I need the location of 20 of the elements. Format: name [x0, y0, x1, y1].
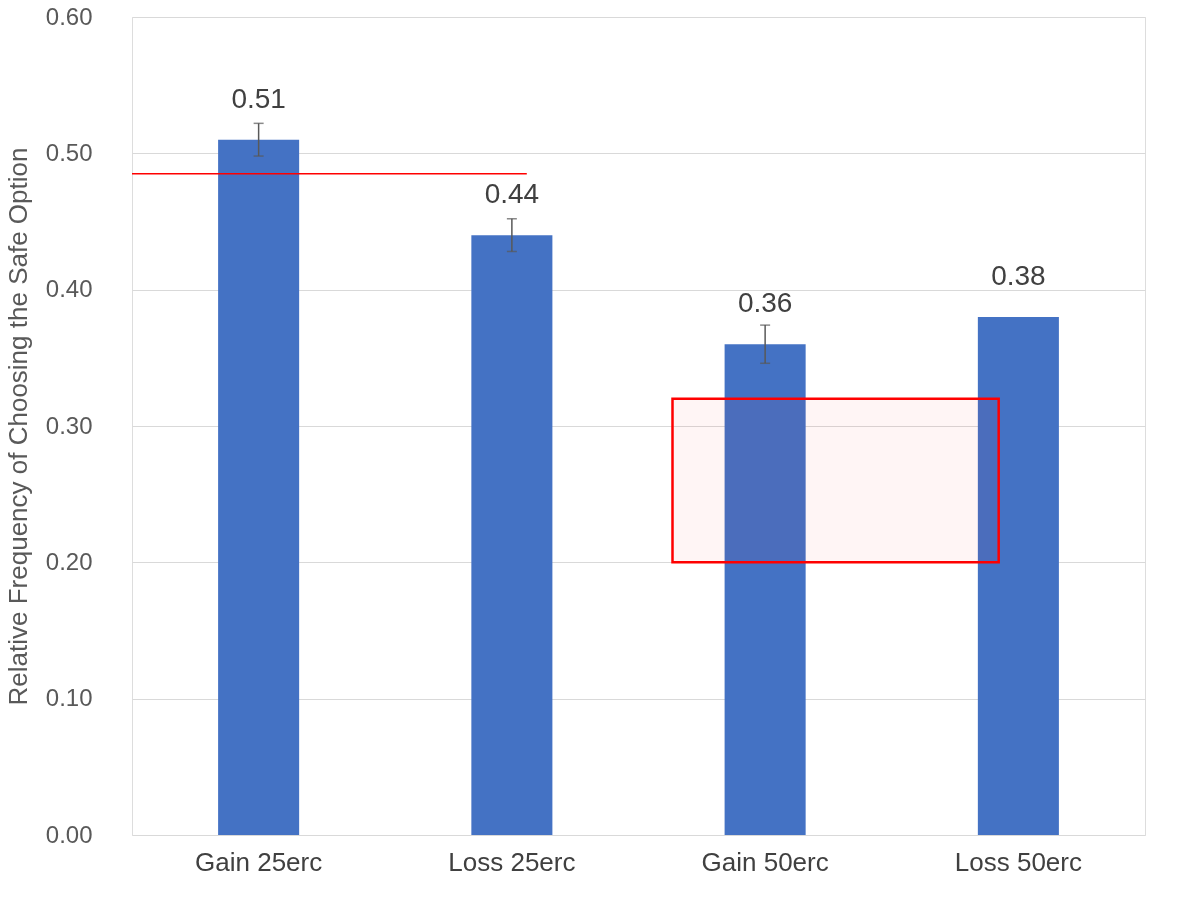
- y-tick-label: 0.00: [45, 820, 93, 848]
- y-tick-label: 0.10: [45, 684, 93, 712]
- bar: [724, 344, 806, 835]
- y-tick-label: 0.30: [45, 411, 93, 439]
- data-label: 0.44: [484, 178, 540, 210]
- y-axis-title: Relative Frequency of Choosing the Safe Option: [2, 147, 33, 706]
- y-tick-label: 0.20: [45, 547, 93, 575]
- x-tick-label: Loss 50erc: [954, 846, 1082, 877]
- bar: [977, 316, 1059, 835]
- y-tick-label: 0.60: [45, 2, 93, 30]
- x-tick-label: Gain 25erc: [195, 846, 323, 877]
- data-label: 0.38: [991, 259, 1046, 291]
- data-label: 0.36: [737, 287, 793, 319]
- bar: [471, 235, 553, 835]
- x-tick-label: Gain 50erc: [701, 846, 829, 877]
- y-tick-label: 0.50: [45, 138, 93, 166]
- x-tick-label: Loss 25erc: [448, 846, 576, 877]
- data-label: 0.51: [231, 82, 286, 114]
- bar: [218, 139, 300, 835]
- y-tick-label: 0.40: [45, 275, 93, 303]
